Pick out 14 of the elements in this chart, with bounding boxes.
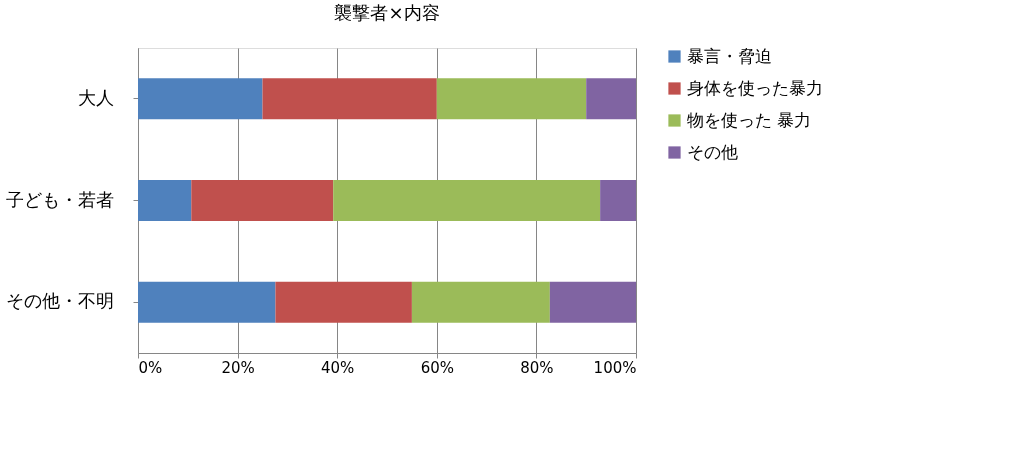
y-tick-label: 大人 xyxy=(77,86,114,108)
x-tick-label: 40% xyxy=(321,358,355,377)
legend-label: 物を使った 暴力 xyxy=(687,109,812,130)
x-tick-label: 100% xyxy=(593,358,637,377)
y-tick-label: 子ども・若者 xyxy=(5,188,114,210)
y-tick-label: その他・不明 xyxy=(5,290,114,312)
legend-label: 身体を使った暴力 xyxy=(687,77,823,98)
x-tick-label: 0% xyxy=(138,358,163,377)
chart-title: 襲撃者×内容 xyxy=(334,2,440,23)
x-tick-label: 80% xyxy=(520,358,554,377)
legend-label: 暴言・脅迫 xyxy=(687,45,772,66)
x-tick-label: 60% xyxy=(420,358,454,377)
x-tick-label: 20% xyxy=(221,358,255,377)
legend-label: その他 xyxy=(687,141,738,162)
